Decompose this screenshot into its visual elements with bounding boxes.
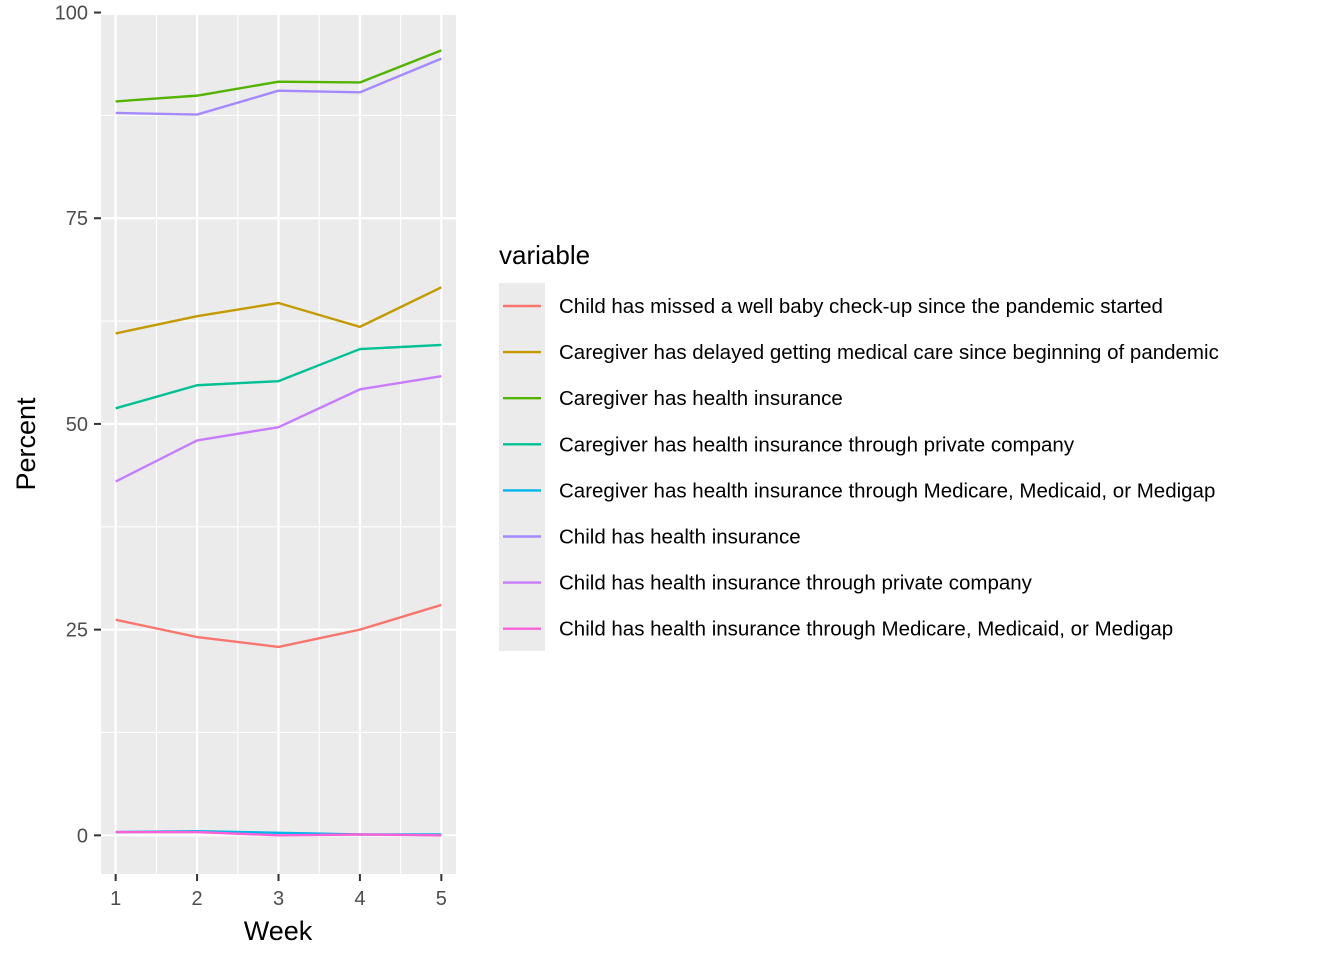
legend-label-4: Caregiver has health insurance through p… [559,433,1075,456]
y-tick-label: 50 [66,414,88,436]
legend-label-1: Child has missed a well baby check-up si… [559,295,1163,318]
x-axis-title: Week [244,916,313,946]
legend-label-6: Child has health insurance [559,526,801,549]
series-line-6 [115,57,442,116]
grid-major [101,11,456,874]
series-line-1 [115,603,442,649]
x-tick-label: 4 [354,888,365,910]
legend-label-2: Caregiver has delayed getting medical ca… [559,341,1219,364]
x-tick-label: 1 [110,888,121,910]
series-line-3 [115,49,442,103]
y-tick-label: 100 [55,3,88,25]
y-tick-label: 0 [77,825,88,847]
legend-label-5: Caregiver has health insurance through M… [559,479,1215,502]
x-axis: 1 2 3 4 5 [110,874,447,910]
legend-label-7: Child has health insurance through priva… [559,572,1033,595]
series-line-4 [115,343,442,410]
y-tick-label: 25 [66,620,88,642]
series-line-8 [115,830,442,837]
legend-label-3: Caregiver has health insurance [559,387,843,410]
series-line-2 [115,286,442,335]
x-tick-label: 3 [273,888,284,910]
y-tick-label: 75 [66,208,88,230]
x-tick-label: 5 [436,888,447,910]
series-line-7 [115,375,442,483]
legend-title: variable [499,240,590,270]
y-axis-title: Percent [11,397,41,491]
legend-label-8: Child has health insurance through Medic… [559,618,1173,641]
y-axis: 0 25 50 75 100 [55,3,101,847]
legend-key-background [499,283,545,651]
series-lines [115,49,442,837]
legend: variable Child has missed a well baby ch… [499,240,1219,651]
x-tick-label: 2 [192,888,203,910]
